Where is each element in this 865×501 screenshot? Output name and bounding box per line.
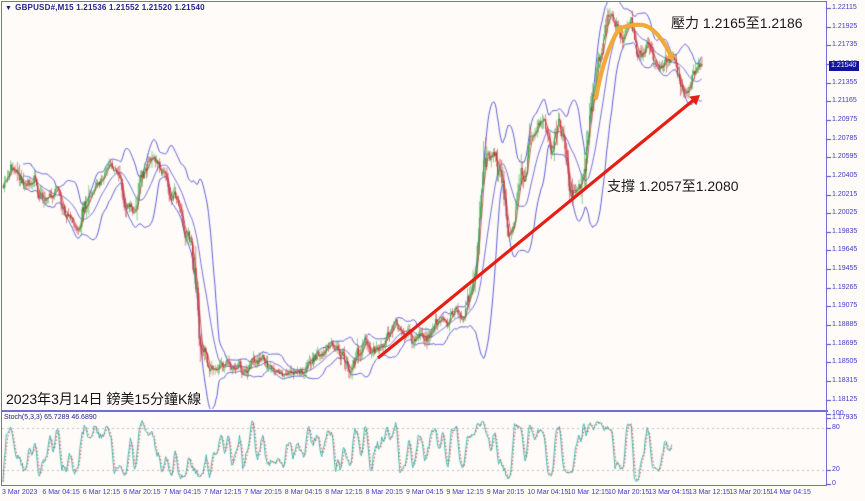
time-axis-label[interactable]: 3 Mar 2023: [2, 489, 38, 496]
price-axis-label: 1.19265: [832, 283, 858, 291]
price-axis-label: 1.18885: [832, 321, 858, 329]
time-axis-label[interactable]: 6 Mar 12:15: [82, 489, 121, 496]
price-axis-label: 1.20785: [832, 134, 858, 142]
indicator-level-label: 20: [832, 466, 840, 473]
time-axis-label[interactable]: 6 Mar 04:15: [42, 489, 80, 496]
dropdown-icon[interactable]: ▼: [5, 5, 13, 12]
price-axis-label: 1.18695: [832, 339, 858, 347]
price-axis-label: 1.22115: [832, 4, 857, 11]
time-axis-label[interactable]: 9 Mar 04:15: [406, 489, 444, 496]
price-axis-label: 1.20215: [832, 190, 858, 198]
time-axis-label[interactable]: 7 Mar 20:15: [244, 489, 282, 496]
chart-plot-border: [1, 1, 827, 486]
price-axis-label: 1.20595: [832, 153, 858, 161]
price-axis-label: 1.17935: [832, 414, 858, 422]
time-axis-label[interactable]: 8 Mar 04:15: [284, 489, 323, 496]
quote-text: GBPUSD#,M15 1.21536 1.21552 1.21520 1.21…: [15, 3, 205, 12]
time-axis-label[interactable]: 8 Mar 20:15: [365, 489, 403, 496]
price-axis-label: 1.20025: [832, 209, 858, 217]
current-price-tag: 1.21540: [829, 61, 860, 71]
price-axis-label: 1.19455: [832, 265, 858, 273]
pane-separator[interactable]: [1, 410, 828, 412]
price-axis-label: 1.21355: [832, 78, 858, 86]
time-axis-label[interactable]: 6 Mar 20:15: [123, 489, 161, 496]
indicator-level-label: 80: [832, 424, 840, 431]
price-axis-label: 1.21735: [832, 41, 858, 49]
chart-caption-text: 2023年3月14日 鎊美15分鐘K線: [6, 391, 202, 407]
price-axis-label: 1.19835: [832, 227, 858, 235]
time-axis-label[interactable]: 8 Mar 12:15: [325, 489, 363, 496]
time-axis-label[interactable]: 9 Mar 12:15: [446, 489, 484, 496]
time-axis-label[interactable]: 13 Mar 04:15: [648, 489, 690, 496]
stochastic-indicator-label: Stoch(5,3,3) 65.7289 46.6890: [4, 414, 97, 421]
time-axis-label[interactable]: 13 Mar 20:15: [729, 489, 771, 496]
time-axis-label[interactable]: 10 Mar 04:15: [527, 489, 569, 496]
price-axis-label: 1.21545: [832, 59, 858, 67]
price-axis-label: 1.19075: [832, 302, 858, 310]
time-axis-label[interactable]: 13 Mar 12:15: [688, 489, 731, 496]
price-axis-label: 1.20975: [832, 115, 858, 123]
indicator-level-label: 100: [832, 410, 844, 417]
time-axis-label[interactable]: 7 Mar 12:15: [204, 489, 242, 496]
price-axis-label: 1.18505: [832, 358, 858, 366]
time-axis-label[interactable]: 7 Mar 04:15: [163, 489, 201, 496]
indicator-level-label: 0: [832, 480, 836, 487]
price-axis-label: 1.20405: [832, 171, 858, 179]
resistance-annotation[interactable]: 壓力 1.2165至1.2186: [671, 15, 803, 31]
price-axis-label: 1.21165: [832, 97, 857, 105]
time-axis-label[interactable]: 14 Mar 04:15: [769, 489, 811, 496]
price-axis-label: 1.18125: [832, 395, 858, 403]
price-axis-label: 1.18315: [832, 377, 858, 384]
price-axis-label: 1.21925: [832, 22, 858, 30]
time-axis-label[interactable]: 9 Mar 20:15: [486, 489, 525, 496]
price-axis-label: 1.19645: [832, 246, 858, 254]
symbol-title[interactable]: ▼ GBPUSD#,M15 1.21536 1.21552 1.21520 1.2…: [5, 3, 205, 12]
support-annotation[interactable]: 支撐 1.2057至1.2080: [607, 178, 739, 194]
time-axis-label[interactable]: 10 Mar 20:15: [608, 489, 650, 496]
time-axis-label[interactable]: 10 Mar 12:15: [567, 489, 609, 496]
